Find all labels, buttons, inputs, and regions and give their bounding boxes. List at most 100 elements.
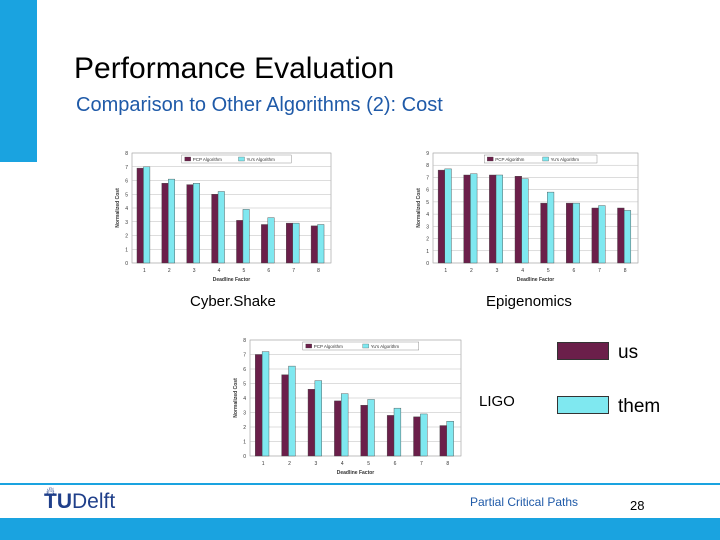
page-number: 28	[630, 498, 645, 513]
bar	[341, 393, 349, 457]
x-tick-label: 8	[624, 268, 627, 274]
bar	[444, 168, 452, 264]
caption-cybershake: Cyber.Shake	[190, 293, 276, 310]
bar	[267, 217, 275, 264]
legend-entry: PCP Algorithm	[495, 157, 524, 162]
y-tick-label: 1	[243, 440, 246, 446]
legend-swatch	[305, 343, 312, 349]
footer-bar	[0, 518, 720, 540]
bar	[261, 351, 270, 457]
bar	[367, 399, 375, 457]
y-tick-label: 3	[125, 220, 128, 226]
y-tick-label: 4	[243, 396, 246, 402]
legend-them-swatch	[557, 396, 609, 414]
legend-swatch	[542, 156, 549, 162]
y-tick-label: 8	[243, 338, 246, 344]
x-axis-label: Deadline Factor	[337, 470, 375, 476]
y-tick-label: 3	[243, 411, 246, 417]
x-tick-label: 5	[243, 268, 246, 274]
bar	[281, 374, 289, 457]
ligo-chart-svg: 0 1 2 3 4 5 6 7 8 1 2 3 4 5 6 7 8 Deadline Factor Normaliz…	[233, 338, 462, 476]
bar	[463, 174, 471, 264]
bar	[317, 224, 325, 264]
bar	[446, 420, 454, 457]
x-tick-label: 8	[446, 461, 449, 467]
bar	[242, 209, 250, 264]
x-tick-label: 4	[341, 461, 344, 467]
bar	[514, 176, 522, 264]
bar	[598, 205, 606, 264]
legend-entry: Yu's Algorithm	[371, 344, 400, 349]
legend-us-label: us	[618, 342, 639, 363]
y-tick-label: 6	[243, 367, 246, 373]
y-tick-label: 2	[125, 234, 128, 240]
y-tick-label: 6	[426, 188, 429, 194]
legend-swatch	[362, 343, 369, 349]
x-tick-label: 5	[367, 461, 370, 467]
y-tick-label: 3	[426, 224, 429, 230]
y-tick-label: 1	[426, 249, 429, 255]
y-axis-label: Normalized Cost	[115, 188, 121, 228]
legend-swatch	[238, 156, 245, 162]
y-tick-label: 9	[426, 151, 429, 157]
y-axis-label: Normalized Cost	[416, 188, 422, 228]
chart-legend	[302, 341, 420, 351]
bar	[489, 174, 497, 264]
x-tick-label: 7	[420, 461, 423, 467]
x-tick-label: 6	[267, 268, 270, 274]
x-tick-label: 1	[143, 268, 146, 274]
legend-entry: PCP Algorithm	[314, 344, 343, 349]
y-tick-label: 4	[426, 212, 429, 218]
bar	[292, 222, 300, 264]
bar	[470, 173, 478, 264]
bar	[261, 224, 269, 264]
bar	[623, 210, 632, 264]
y-axis-label: Normalized Cost	[233, 378, 239, 418]
y-tick-label: 0	[243, 454, 246, 460]
y-tick-label: 5	[125, 192, 128, 198]
bar	[420, 413, 428, 457]
x-tick-label: 7	[598, 268, 601, 274]
bar	[211, 194, 219, 264]
slide-title: Performance Evaluation	[74, 52, 395, 85]
x-axis-label: Deadline Factor	[517, 277, 555, 283]
ligo-cost-chart: 0 1 2 3 4 5 6 7 8 1 2 3 4 5 6 7 8 Deadline Factor Normaliz…	[230, 332, 466, 480]
y-tick-label: 7	[243, 353, 246, 359]
bar	[566, 202, 574, 264]
bar	[334, 400, 342, 457]
caption-epigenomics: Epigenomics	[486, 293, 572, 310]
bar	[136, 167, 144, 264]
y-tick-label: 5	[426, 200, 429, 206]
bar	[161, 183, 169, 264]
y-tick-label: 6	[125, 179, 128, 185]
y-tick-label: 8	[125, 151, 128, 157]
x-tick-label: 2	[470, 268, 473, 274]
legend-them-label: them	[618, 396, 661, 417]
chart-legend	[181, 154, 292, 164]
bar	[617, 207, 625, 264]
y-tick-label: 0	[125, 261, 128, 267]
legend-us-swatch	[557, 342, 609, 360]
bar	[192, 183, 200, 264]
caption-ligo: LIGO	[479, 393, 515, 410]
x-tick-label: 3	[193, 268, 196, 274]
bar	[143, 166, 151, 264]
bar	[236, 220, 244, 264]
x-tick-label: 2	[288, 461, 291, 467]
bar	[255, 354, 263, 457]
x-tick-label: 8	[317, 268, 320, 274]
bar	[288, 365, 296, 457]
x-tick-label: 6	[394, 461, 397, 467]
x-tick-label: 4	[218, 268, 221, 274]
x-tick-label: 6	[573, 268, 576, 274]
flame-icon: 🔥︎	[46, 484, 55, 498]
y-tick-label: 2	[243, 425, 246, 431]
bar	[386, 415, 395, 457]
x-tick-label: 3	[496, 268, 499, 274]
chart-legend	[484, 154, 598, 164]
legend-entry: Yu's Algorithm	[551, 157, 580, 162]
x-tick-label: 2	[168, 268, 171, 274]
bar	[310, 225, 318, 264]
y-tick-label: 5	[243, 382, 246, 388]
bar	[439, 425, 447, 457]
